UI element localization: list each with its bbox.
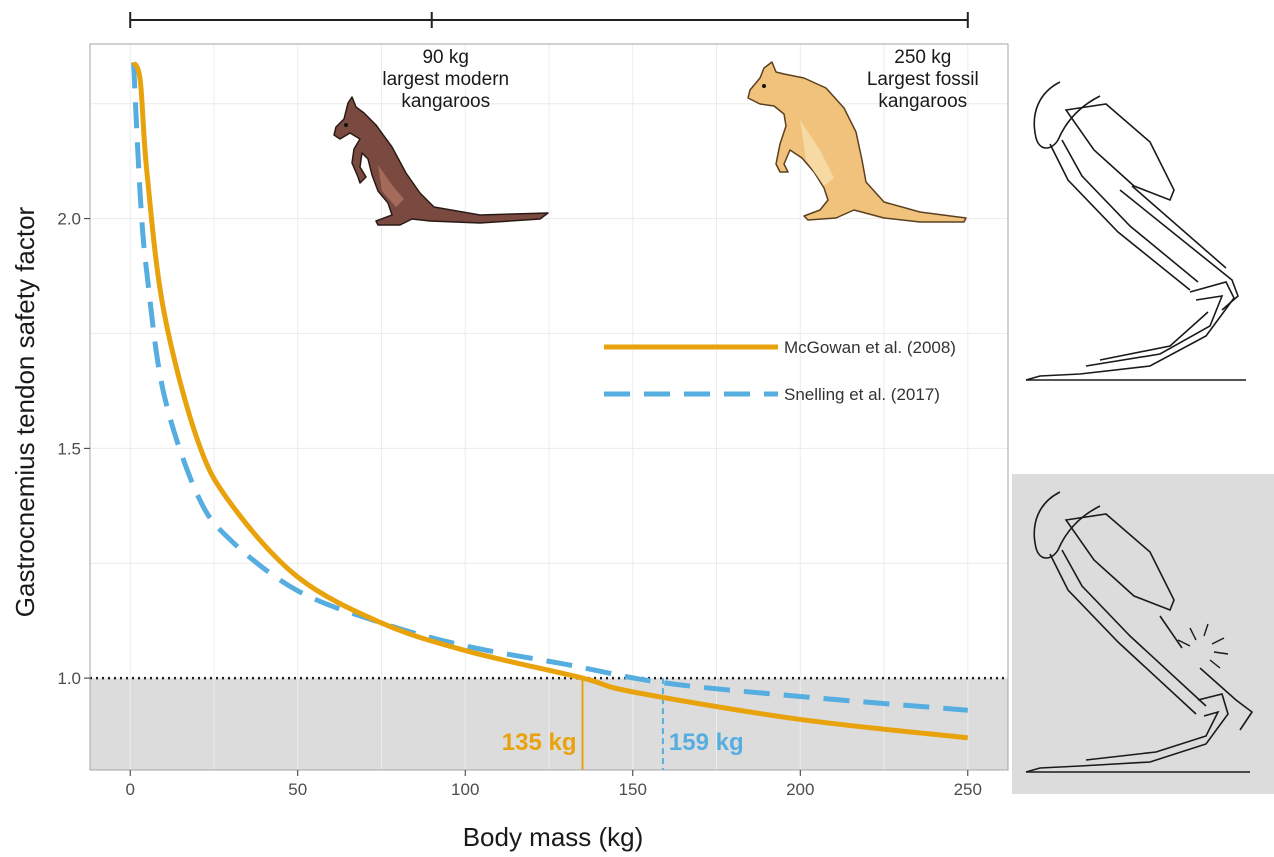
legend-label-mcgowan: McGowan et al. (2008) — [784, 338, 956, 357]
y-tick-label: 1.5 — [57, 439, 81, 458]
y-tick-label: 2.0 — [57, 210, 81, 229]
threshold-labels: 135 kg 159 kg — [502, 729, 744, 756]
modern-kangaroo-icon — [333, 96, 549, 226]
grid — [90, 44, 1008, 770]
leg-intact-icon — [1025, 81, 1246, 381]
x-tick-label: 50 — [288, 780, 307, 799]
x-axis: 0 50 100 150 200 250 — [125, 770, 982, 799]
annotation-line: kangaroos — [401, 91, 490, 112]
top-mass-scale — [129, 12, 969, 28]
annotation-line: largest modern — [382, 69, 509, 90]
y-axis-title: Gastrocnemius tendon safety factor — [10, 206, 40, 617]
series-line — [131, 62, 969, 713]
x-tick-label: 0 — [125, 780, 134, 799]
threshold-label: 159 kg — [669, 729, 744, 756]
annotation-line: 90 kg — [422, 47, 468, 68]
annotation-line: 250 kg — [894, 47, 951, 68]
annotation-line: kangaroos — [878, 91, 967, 112]
plot-area — [89, 43, 1009, 771]
fossil-kangaroo-icon — [747, 61, 967, 223]
threshold-label: 135 kg — [502, 729, 577, 756]
x-axis-title: Body mass (kg) — [463, 822, 644, 852]
legend-label-snelling: Snelling et al. (2017) — [784, 385, 940, 404]
threshold-markers — [581, 678, 664, 770]
y-axis: 1.0 1.5 2.0 — [57, 210, 90, 688]
ruptured-leg-panel — [1012, 474, 1274, 794]
series-lines — [131, 61, 969, 741]
series-line — [131, 61, 969, 741]
legend: McGowan et al. (2008) Snelling et al. (2… — [604, 338, 956, 404]
leg-ruptured-icon — [1025, 491, 1254, 773]
x-tick-label: 200 — [786, 780, 814, 799]
x-tick-label: 100 — [451, 780, 479, 799]
annotation-line: Largest fossil — [867, 69, 979, 90]
plot-border — [89, 43, 1009, 771]
x-tick-label: 150 — [619, 780, 647, 799]
y-tick-label: 1.0 — [57, 669, 81, 688]
x-tick-label: 250 — [954, 780, 982, 799]
